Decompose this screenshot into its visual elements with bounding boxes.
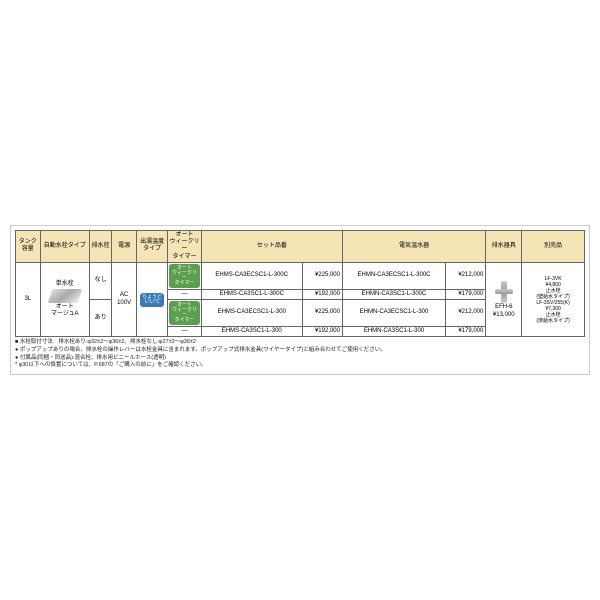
note-1: ■ 水栓取付寸法 排水栓あり:φ32±2〜φ36±2、排水栓なし:φ27±2〜φ… (15, 339, 585, 347)
hp-1: ¥212,000 (446, 262, 486, 289)
spec-sheet: タンク容量 自動水栓タイプ 排水栓 電源 出湯温度タイプ オートウィークリータイ… (10, 225, 590, 375)
h-drainfix: 排水器具 (486, 231, 522, 263)
b-t2: 止水栓(床給水タイプ) (536, 312, 569, 324)
set-4: EHMS-CA3SC1-L-300 (201, 327, 302, 337)
hp-3: ¥212,000 (446, 300, 486, 327)
faucet-label: 単水栓 (56, 281, 74, 287)
h-set: セット品番 (201, 231, 342, 263)
note-4: * φ30以下への設置については、P.687の「ご購入の前に」をご確認ください。 (15, 362, 585, 370)
drain-none: なし (89, 262, 111, 299)
power-cell: AC100V (112, 262, 137, 336)
drainfix-cell: EFH-6 ¥13,000 (486, 262, 522, 336)
faucet-icon (47, 289, 82, 303)
timer-badge-2: オートウィークリータイマー (169, 301, 200, 325)
sp-4: ¥192,000 (302, 327, 342, 337)
h-tank: タンク容量 (16, 231, 41, 263)
sp-2: ¥192,000 (302, 289, 342, 299)
h-temp: 出湯温度タイプ (136, 231, 167, 263)
timer-1: オートウィークリータイマー (168, 262, 202, 289)
faucet-sub: オートマージュA (51, 304, 78, 317)
notes: ■ 水栓取付寸法 排水栓あり:φ32±2〜φ36±2、排水栓なし:φ27±2〜φ… (15, 339, 585, 370)
sp-3: ¥225,000 (302, 300, 342, 327)
temp-badge: ちょうどいい℃ (140, 293, 164, 307)
heat-3: EHMN-CA3ECSC1-L-300 (342, 300, 445, 327)
timer-3: オートウィークリータイマー (168, 300, 202, 327)
drain-yes: あり (89, 300, 111, 337)
set-1: EHMS-CA3ECSC1-L-300C (201, 262, 302, 289)
heat-1: EHMN-CA3ECSC1-L-300C (342, 262, 445, 289)
tank-cell: 3L (16, 262, 41, 336)
bessou-cell: LF-3VK ¥4,800 止水栓(壁給水タイプ) LF-3SV/255(K) … (522, 262, 585, 336)
note-2: ● ポップアップありの場合、排水栓の操作レバーは水栓金具に含まれます。ポップアッ… (15, 347, 585, 355)
sp-1: ¥225,000 (302, 262, 342, 289)
faucet-cell: 単水栓 オートマージュA (40, 262, 89, 336)
h-bessou: 別売品 (522, 231, 585, 263)
h-drain: 排水栓 (89, 231, 111, 263)
timer-2: — (168, 289, 202, 299)
hp-4: ¥179,000 (446, 327, 486, 337)
set-3: EHMS-CA3ECSC1-L-300 (201, 300, 302, 327)
h-power: 電源 (112, 231, 137, 263)
set-2: EHMS-CA3SC1-L-300C (201, 289, 302, 299)
hp-2: ¥179,000 (446, 289, 486, 299)
spec-table: タンク容量 自動水栓タイプ 排水栓 電源 出湯温度タイプ オートウィークリータイ… (15, 230, 585, 337)
b-t1: 止水栓(壁給水タイプ) (536, 288, 569, 300)
h-faucet: 自動水栓タイプ (40, 231, 89, 263)
timer-4: — (168, 327, 202, 337)
temp-cell: ちょうどいい℃ (136, 262, 167, 336)
h-heater: 電気温水器 (342, 231, 485, 263)
timer-badge: オートウィークリータイマー (169, 264, 200, 288)
heat-2: EHMN-CA3SC1-L-300C (342, 289, 445, 299)
h-timer: オートウィークリータイマー (168, 231, 202, 263)
drainfix-name: EFH-6 (495, 304, 512, 310)
heat-4: EHMN-CA3SC1-L-300 (342, 327, 445, 337)
drain-icon (493, 281, 515, 303)
drainfix-price: ¥13,000 (493, 312, 515, 318)
